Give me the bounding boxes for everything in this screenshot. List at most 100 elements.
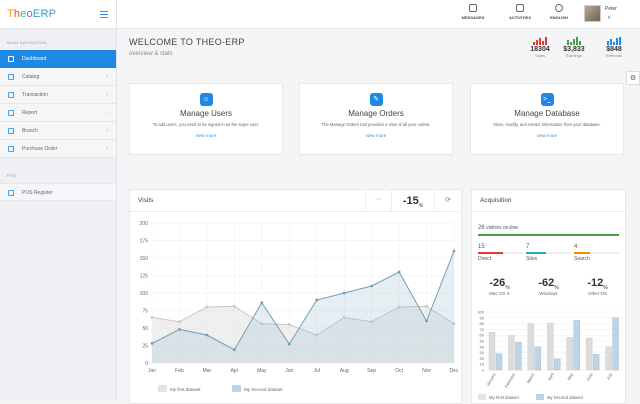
stat-referrals: $848 Referrals	[601, 37, 627, 58]
os-stat-windows: -62% Windows	[526, 277, 571, 296]
progress-fill	[478, 252, 503, 254]
sidebar-item-dashboard[interactable]: Dashboard	[0, 50, 116, 68]
stat-label: Earnings	[566, 53, 582, 58]
bar	[554, 358, 561, 371]
y-tick-label: 50	[142, 326, 148, 332]
bar	[573, 319, 580, 371]
stat-sales: 18304 Sales	[527, 37, 553, 58]
os-stat-label: Other OS	[587, 291, 607, 297]
nav-icon	[8, 110, 14, 116]
y-tick-label: 20	[480, 356, 485, 361]
data-point	[397, 270, 401, 274]
page-subtitle: overview & stats	[129, 51, 173, 57]
y-tick-label: 0	[482, 368, 485, 373]
progress-fill	[574, 252, 590, 254]
data-point	[150, 316, 154, 319]
sidebar-item-report[interactable]: Report ‹	[0, 104, 116, 122]
top-bar: MESSAGES ACTIVITIES ENGLISH Peter ∨	[117, 0, 640, 29]
x-tick-label: June	[585, 371, 594, 382]
app-logo[interactable]: TheoERP	[7, 8, 57, 20]
sparkline-bar	[616, 38, 618, 45]
view-more-link[interactable]: view more	[365, 133, 387, 138]
os-stat-number: -12	[587, 277, 604, 289]
y-tick-label: 10	[480, 362, 485, 367]
user-menu[interactable]: Peter ∨	[584, 4, 640, 26]
messages-button[interactable]: MESSAGES	[455, 4, 491, 20]
chevron-down-icon: ∨	[607, 15, 612, 21]
y-tick-label: 70	[480, 327, 485, 332]
database-icon: >_	[540, 93, 554, 106]
stat-value: $848	[606, 46, 622, 53]
source-progress	[526, 252, 571, 254]
activities-button[interactable]: ACTIVITIES	[502, 4, 538, 20]
stat-sparkline	[527, 37, 553, 45]
nav-icon	[8, 128, 14, 134]
refresh-icon[interactable]: ⟳	[445, 197, 451, 204]
sparkline-bar	[607, 41, 609, 45]
sidebar-item-purchase-order[interactable]: Purchase Order ‹	[0, 140, 116, 158]
os-stat-unit: %	[554, 285, 559, 292]
view-more-link[interactable]: view more	[195, 133, 217, 138]
sparkline-bar	[610, 39, 612, 45]
data-point	[178, 328, 181, 331]
sidebar-item-label: Dashboard	[22, 56, 47, 62]
source-progress	[478, 252, 523, 254]
source-progress	[574, 252, 619, 254]
chevron-right-icon: ‹	[106, 128, 108, 134]
data-point	[397, 305, 401, 309]
sidebar-item-label: Report	[22, 110, 38, 116]
source-count: 7	[526, 244, 530, 250]
nav-icon	[8, 92, 14, 98]
data-point	[150, 342, 154, 345]
x-tick-label: Dec	[450, 368, 459, 374]
sparkline-bar	[613, 42, 615, 45]
sparkline-bar	[619, 37, 621, 45]
view-more-link[interactable]: view more	[536, 133, 558, 138]
data-point	[205, 333, 209, 337]
legend-swatch	[536, 394, 544, 400]
x-tick-label: Jun	[285, 368, 293, 374]
sidebar-item-branch[interactable]: Branch ‹	[0, 122, 116, 140]
source-count: 15	[478, 244, 485, 250]
data-point	[178, 320, 181, 324]
more-options-icon[interactable]: ···	[365, 190, 391, 212]
series-line	[151, 305, 455, 336]
os-stat-unit: %	[603, 285, 608, 292]
bar	[612, 317, 619, 371]
sidebar-item-pos-register[interactable]: POS Register	[0, 183, 116, 201]
sidebar-item-transaction[interactable]: Transaction ‹	[0, 86, 116, 104]
globe-icon	[555, 4, 563, 12]
data-point	[205, 305, 209, 309]
avatar	[584, 5, 601, 22]
language-button[interactable]: ENGLISH	[541, 4, 577, 20]
sparkline-bar	[542, 41, 544, 45]
card-description: Store, modify, and extract information f…	[493, 122, 601, 127]
card-description: The Manage Orders tool provides a view o…	[321, 122, 431, 127]
os-stat-unit: %	[505, 285, 510, 292]
data-point	[452, 322, 456, 326]
nav-icon	[8, 56, 14, 62]
source-count: 4	[574, 244, 578, 250]
stat-value: 18304	[530, 46, 550, 53]
x-tick-label: Feb	[175, 368, 184, 374]
gear-icon[interactable]: ⚙	[626, 71, 640, 85]
os-stat-number: -62	[538, 277, 555, 289]
y-tick-label: 100	[140, 291, 149, 297]
chevron-right-icon: ‹	[106, 74, 108, 80]
os-stat-mac-os-x: -26% Mac OS X	[477, 277, 522, 296]
sidebar-item-catalog[interactable]: Catalog ‹	[0, 68, 116, 86]
bar	[515, 341, 522, 371]
sidebar-item-label: Catalog	[22, 74, 40, 80]
bar	[547, 322, 554, 371]
hamburger-menu-icon[interactable]	[100, 11, 108, 18]
data-point	[342, 291, 346, 295]
logo-bar: TheoERP	[0, 0, 116, 29]
x-tick-label: Jan	[148, 368, 156, 374]
data-point	[315, 333, 319, 337]
chevron-right-icon: ‹	[106, 92, 108, 98]
visits-title: Visits	[138, 197, 154, 204]
sidebar-item-label: Transaction	[22, 92, 48, 98]
y-tick-label: 90	[480, 315, 485, 320]
data-point	[370, 320, 374, 324]
